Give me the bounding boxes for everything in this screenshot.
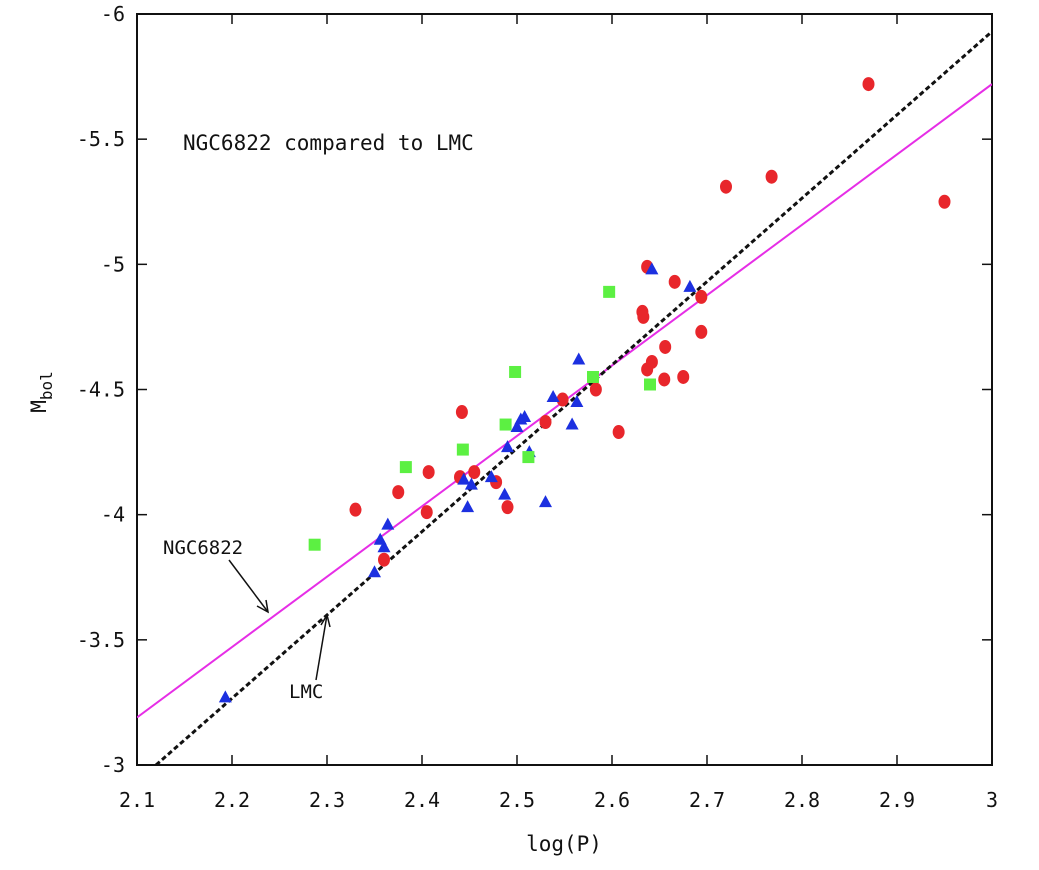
data-point-green-square xyxy=(308,538,321,551)
y-tick-label: -5 xyxy=(101,252,125,276)
data-point-green-square xyxy=(522,451,535,464)
data-point-blue-triangle xyxy=(539,495,552,508)
data-point-blue-triangle xyxy=(381,517,395,530)
data-point-red-circle xyxy=(556,392,569,407)
data-point-blue-triangle xyxy=(645,262,659,275)
y-tick-label: -5.5 xyxy=(77,127,125,151)
data-point-blue-triangle xyxy=(464,477,478,490)
data-point-red-circle xyxy=(392,485,405,500)
data-point-blue-triangle xyxy=(572,352,586,365)
y-axis-label: Mbol xyxy=(27,371,56,413)
x-tick-label: 2.9 xyxy=(879,788,915,812)
y-axis-label-main: M xyxy=(27,400,51,413)
annotation-lmc-arrowhead xyxy=(320,613,331,628)
annotation-ngc6822-label: NGC6822 xyxy=(163,537,243,559)
data-point-red-circle xyxy=(422,465,435,480)
data-points xyxy=(218,77,951,703)
annotation-ngc6822-arrowhead xyxy=(256,599,269,614)
data-point-red-circle xyxy=(658,372,671,387)
data-point-red-circle xyxy=(668,274,681,289)
x-tick-label: 3 xyxy=(986,788,998,812)
data-point-red-circle xyxy=(659,339,672,354)
data-point-red-circle xyxy=(677,369,690,384)
data-point-blue-triangle xyxy=(368,565,381,578)
data-point-blue-triangle xyxy=(565,417,579,430)
data-point-blue-triangle xyxy=(461,500,475,513)
data-point-blue-triangle xyxy=(484,470,498,483)
data-point-blue-triangle xyxy=(457,472,471,485)
annotation-lmc-arrow xyxy=(315,614,328,681)
data-point-green-square xyxy=(644,378,656,391)
y-axis-tick-labels: -3 -3.5 -4 -4.5 -5 -5.5 -6 xyxy=(77,2,125,777)
x-tick-label: 2.6 xyxy=(594,788,630,812)
data-point-blue-triangle xyxy=(510,420,524,433)
x-tick-label: 2.1 xyxy=(119,788,155,812)
data-point-blue-triangle xyxy=(570,395,584,408)
data-point-green-square xyxy=(509,365,522,378)
data-point-red-circle xyxy=(420,505,433,520)
x-tick-label: 2.7 xyxy=(689,788,725,812)
data-point-red-circle xyxy=(765,169,778,184)
y-tick-label: -6 xyxy=(101,2,125,26)
annotation-ngc6822-arrow xyxy=(228,559,269,613)
data-point-blue-triangle xyxy=(546,390,560,403)
y-axis-label-subscript: bol xyxy=(37,371,56,400)
data-point-red-circle xyxy=(468,465,481,480)
data-point-green-square xyxy=(456,443,469,456)
data-point-red-circle xyxy=(862,77,875,92)
data-point-blue-triangle xyxy=(518,410,532,423)
x-tick-label: 2.4 xyxy=(404,788,440,812)
data-point-red-circle xyxy=(349,502,362,517)
data-point-red-circle xyxy=(378,552,390,567)
y-tick-label: -4.5 xyxy=(77,378,125,402)
data-point-blue-triangle xyxy=(683,279,697,292)
data-point-green-square xyxy=(603,285,616,298)
y-tick-label: -4 xyxy=(101,503,125,527)
data-point-blue-triangle xyxy=(498,487,512,500)
data-point-red-circle xyxy=(645,354,658,369)
chart-title: NGC6822 compared to LMC xyxy=(183,131,474,155)
data-point-red-circle xyxy=(501,500,514,515)
x-tick-label: 2.3 xyxy=(309,788,345,812)
data-point-red-circle xyxy=(455,405,468,420)
axis-ticks xyxy=(136,13,993,766)
data-point-red-circle xyxy=(539,415,552,430)
data-point-red-circle xyxy=(589,382,602,397)
data-point-blue-triangle xyxy=(377,540,391,553)
data-point-green-square xyxy=(587,370,599,383)
data-point-green-square xyxy=(499,418,512,431)
annotation-lmc-label: LMC xyxy=(289,681,323,703)
x-tick-label: 2.2 xyxy=(214,788,250,812)
data-point-red-circle xyxy=(720,179,732,194)
data-point-blue-triangle xyxy=(218,690,232,703)
x-tick-label: 2.8 xyxy=(784,788,820,812)
x-tick-label: 2.5 xyxy=(499,788,535,812)
plot-frame xyxy=(136,13,993,766)
data-point-red-circle xyxy=(612,425,625,440)
data-point-red-circle xyxy=(637,309,650,324)
data-point-red-circle xyxy=(938,194,951,209)
data-point-green-square xyxy=(399,461,412,474)
x-axis-tick-labels: 2.1 2.2 2.3 2.4 2.5 2.6 2.7 2.8 2.9 3 xyxy=(119,788,998,812)
y-tick-label: -3.5 xyxy=(77,628,125,652)
data-point-red-circle xyxy=(695,289,708,304)
fit-line-lmc xyxy=(155,30,992,765)
y-tick-label: -3 xyxy=(101,753,125,777)
x-axis-label: log(P) xyxy=(526,832,602,856)
data-point-red-circle xyxy=(695,324,708,339)
data-point-blue-triangle xyxy=(501,440,514,453)
